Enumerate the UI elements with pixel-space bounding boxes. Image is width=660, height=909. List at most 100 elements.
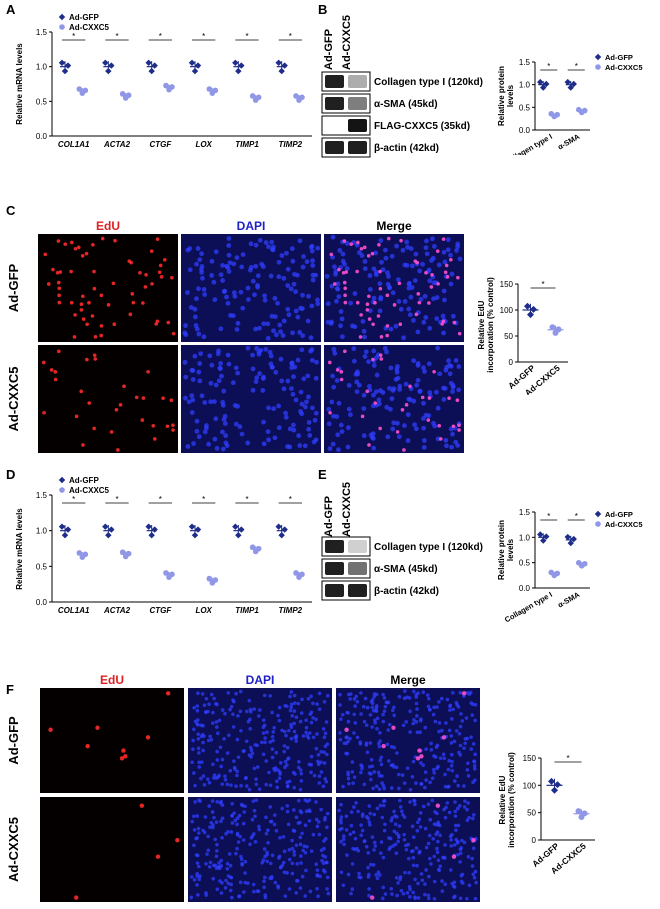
panel-label-a: A — [6, 2, 16, 17]
nucleus — [316, 759, 320, 764]
nucleus — [220, 429, 225, 435]
nucleus — [257, 827, 262, 832]
edu-nucleus — [171, 331, 176, 336]
nucleus — [221, 388, 227, 394]
edu-nucleus — [435, 249, 440, 253]
nucleus — [389, 396, 395, 402]
nucleus — [330, 234, 336, 240]
nucleus — [232, 811, 236, 815]
nucleus — [403, 689, 407, 693]
nucleus — [185, 290, 190, 295]
nucleus — [371, 708, 376, 713]
edu-nucleus — [42, 410, 46, 415]
nucleus — [389, 253, 395, 259]
nucleus — [450, 759, 454, 764]
nucleus — [222, 421, 228, 426]
nucleus — [338, 422, 344, 428]
nucleus — [354, 694, 358, 699]
nucleus — [407, 696, 412, 700]
nucleus — [295, 272, 300, 278]
nucleus — [410, 774, 415, 779]
nucleus — [401, 335, 406, 341]
nucleus — [304, 259, 310, 265]
edu-nucleus — [395, 430, 400, 434]
significance-star: * — [575, 62, 578, 71]
nucleus — [263, 240, 269, 245]
edu-nucleus — [81, 317, 86, 321]
nucleus — [395, 893, 399, 898]
nucleus — [408, 887, 412, 892]
edu-nucleus — [166, 320, 171, 325]
nucleus — [368, 741, 373, 745]
nucleus — [359, 763, 363, 767]
nucleus — [364, 743, 369, 747]
edu-nucleus — [359, 246, 364, 251]
nucleus — [394, 851, 399, 856]
nucleus — [427, 896, 431, 901]
nucleus — [372, 770, 377, 774]
edu-nucleus — [378, 286, 383, 291]
nucleus — [209, 362, 215, 368]
edu-nucleus — [455, 398, 460, 403]
nucleus — [466, 761, 470, 766]
nucleus — [289, 736, 294, 741]
nucleus — [278, 770, 282, 775]
nucleus — [229, 882, 234, 887]
nucleus — [197, 760, 201, 765]
nucleus — [414, 846, 419, 850]
nucleus — [248, 745, 253, 750]
data-point — [122, 95, 129, 101]
nucleus — [210, 799, 215, 803]
nucleus — [434, 389, 439, 395]
nucleus — [396, 833, 401, 838]
edu-nucleus — [92, 269, 96, 274]
data-point — [145, 523, 152, 530]
nucleus — [226, 874, 231, 878]
edu-nucleus — [87, 300, 91, 305]
nucleus — [199, 776, 203, 781]
edu-nucleus — [432, 369, 436, 374]
nucleus — [344, 828, 349, 832]
nucleus — [317, 707, 322, 711]
nucleus — [220, 263, 225, 268]
legend-gfp-marker — [58, 13, 66, 21]
nucleus — [215, 887, 220, 892]
nucleus — [206, 777, 210, 781]
nucleus — [336, 447, 341, 453]
nucleus — [289, 725, 294, 729]
nucleus — [307, 731, 312, 735]
data-point — [148, 532, 155, 539]
data-point — [281, 526, 288, 533]
significance-star: * — [547, 512, 550, 521]
edu-nucleus — [429, 285, 434, 289]
nucleus — [427, 833, 432, 838]
nucleus — [294, 843, 299, 848]
nucleus — [458, 724, 463, 729]
nucleus — [370, 701, 375, 706]
nucleus — [220, 816, 225, 821]
nucleus — [389, 786, 394, 790]
nucleus — [402, 781, 407, 785]
data-point — [578, 814, 585, 821]
nucleus — [472, 764, 477, 768]
nucleus — [349, 810, 354, 814]
nucleus — [405, 891, 410, 895]
nucleus — [197, 361, 203, 366]
nucleus — [383, 247, 388, 253]
nucleus — [185, 247, 191, 253]
nucleus — [437, 823, 442, 828]
nucleus — [306, 426, 312, 432]
nucleus — [250, 387, 256, 393]
nucleus — [470, 856, 474, 861]
nucleus — [354, 389, 360, 395]
nucleus — [255, 273, 261, 279]
nucleus — [209, 258, 215, 264]
nucleus — [364, 815, 369, 819]
nucleus — [303, 850, 308, 855]
nucleus — [396, 839, 400, 844]
edu-nucleus — [436, 282, 440, 286]
nucleus — [458, 753, 463, 757]
nucleus — [367, 771, 372, 775]
data-point — [102, 523, 109, 530]
data-point — [166, 86, 172, 93]
